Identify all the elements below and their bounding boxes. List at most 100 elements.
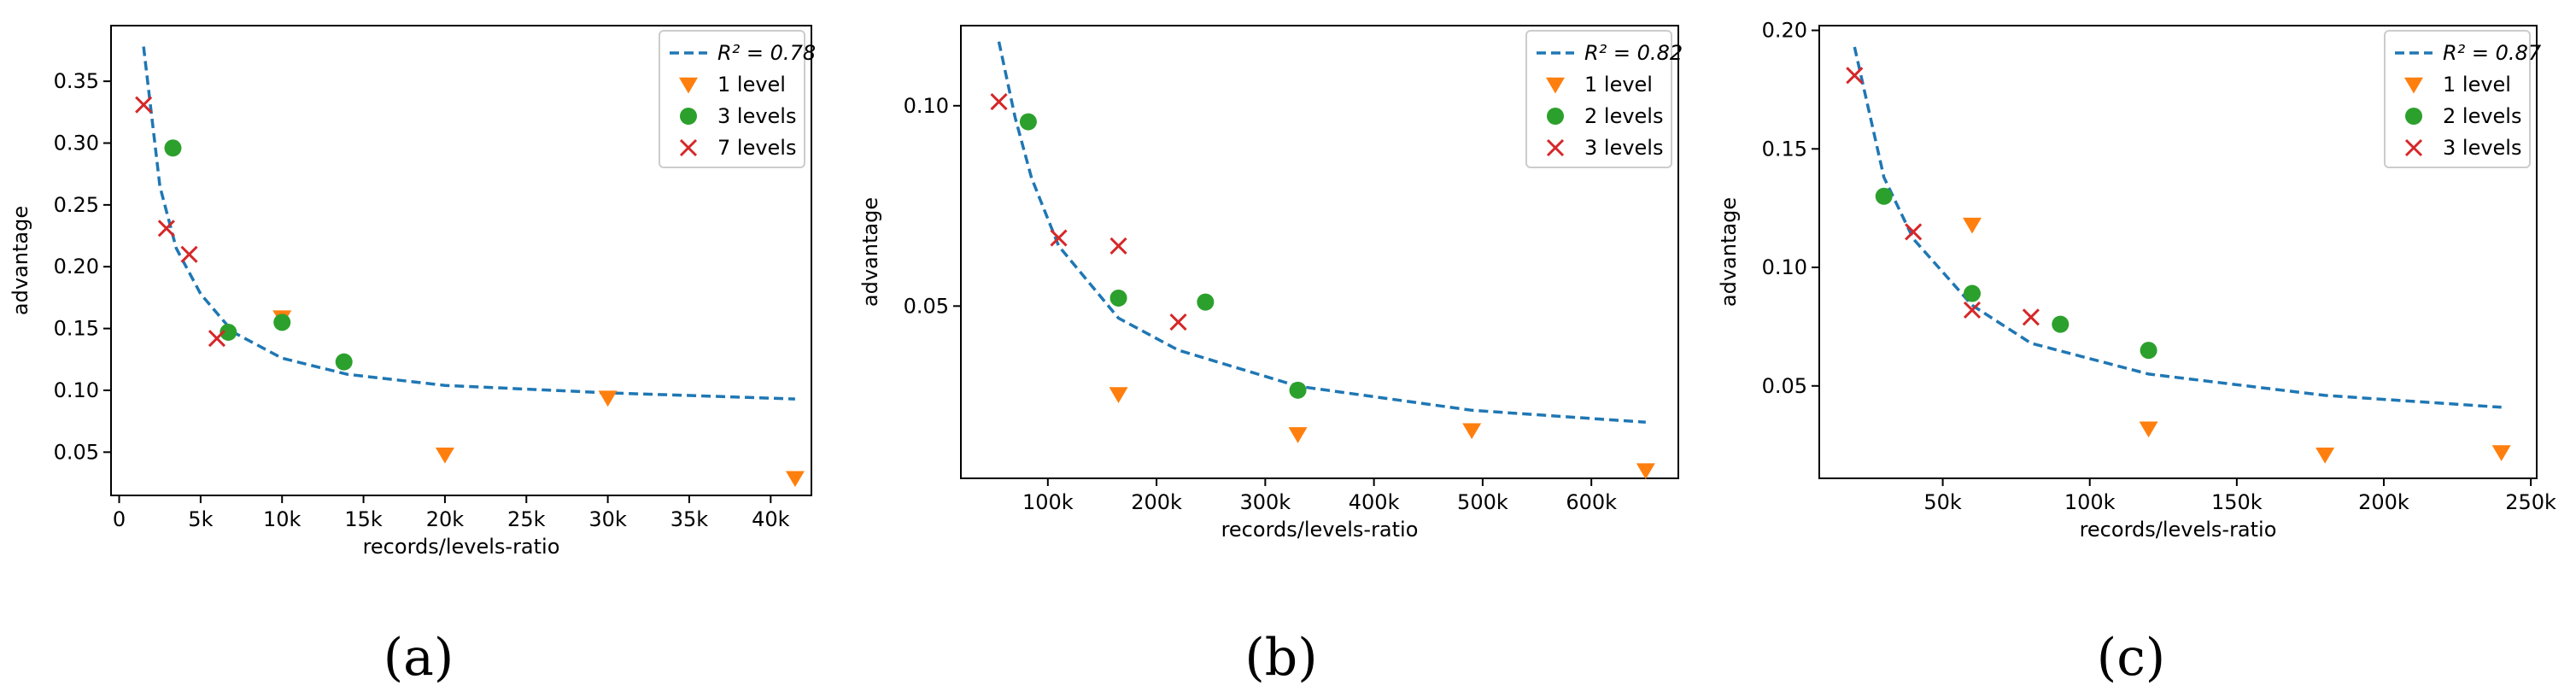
cross-stroke bbox=[1846, 67, 1864, 85]
data-point-cross bbox=[1050, 229, 1068, 247]
panel-label: (c) bbox=[2097, 628, 2165, 688]
series-2-levels bbox=[1875, 187, 2157, 360]
x-tick-label: 35k bbox=[670, 507, 709, 531]
legend-label: 1 level bbox=[2443, 73, 2511, 97]
data-point-circle bbox=[1197, 293, 1215, 311]
legend-swatch-cross bbox=[679, 138, 698, 157]
y-tick-label: 0.35 bbox=[54, 69, 99, 93]
cross-stroke bbox=[990, 93, 1008, 111]
data-point-circle bbox=[2140, 342, 2157, 360]
data-point-circle bbox=[1109, 289, 1127, 307]
x-tick-label: 100k bbox=[1022, 490, 1074, 514]
y-tick-label: 0.20 bbox=[54, 255, 99, 278]
x-tick-label: 200k bbox=[1131, 490, 1182, 514]
data-point-triangle bbox=[435, 447, 454, 464]
cross-stroke bbox=[2022, 308, 2040, 326]
x-tick-label: 15k bbox=[344, 507, 383, 531]
cross-stroke bbox=[1109, 237, 1127, 255]
y-axis-title: advantage bbox=[9, 206, 32, 315]
series-3-levels bbox=[1846, 67, 2040, 326]
panel-label: (a) bbox=[383, 628, 454, 688]
fit-line bbox=[1853, 46, 2502, 409]
legend-label: 2 levels bbox=[2443, 104, 2521, 128]
data-point-circle bbox=[273, 313, 291, 331]
x-tick-label: 50k bbox=[1923, 490, 1962, 514]
x-tick-label: 30k bbox=[588, 507, 627, 531]
data-point-triangle bbox=[1109, 387, 1128, 403]
cross-stroke bbox=[679, 138, 698, 157]
legend-swatch-circle bbox=[2405, 108, 2422, 125]
legend-label: 3 levels bbox=[1584, 136, 1663, 160]
series-1-level bbox=[1963, 217, 2511, 464]
axes-frame bbox=[1818, 25, 2538, 479]
y-tick-label: 0.15 bbox=[54, 317, 99, 341]
series-7-levels bbox=[135, 96, 226, 348]
x-tick-label: 100k bbox=[2064, 490, 2116, 514]
legend-label: 3 levels bbox=[2443, 136, 2521, 160]
y-tick-label: 0.05 bbox=[1762, 374, 1807, 398]
x-tick-label: 150k bbox=[2211, 490, 2263, 514]
data-point-triangle bbox=[598, 390, 618, 407]
cross-stroke bbox=[1963, 301, 1982, 319]
legend: R² = 0.78 1 level 3 levels 7 levels bbox=[659, 30, 816, 168]
data-point-circle bbox=[220, 323, 237, 341]
data-point-circle bbox=[2052, 315, 2070, 333]
data-point-cross bbox=[208, 330, 226, 348]
legend-swatch-triangle bbox=[1546, 77, 1565, 94]
legend-fit-label: R² = 0.78 bbox=[717, 41, 816, 65]
data-point-triangle bbox=[2491, 445, 2511, 461]
cross-stroke bbox=[2404, 138, 2423, 157]
data-point-circle bbox=[1019, 113, 1037, 131]
y-tick-label: 0.10 bbox=[54, 378, 99, 402]
y-axis-title: advantage bbox=[1717, 197, 1741, 307]
x-tick-label: 300k bbox=[1240, 490, 1291, 514]
y-tick-label: 0.20 bbox=[1762, 19, 1807, 43]
y-tick-label: 0.05 bbox=[54, 440, 99, 464]
x-tick-label: 5k bbox=[188, 507, 213, 531]
legend-swatch-triangle bbox=[2404, 77, 2423, 94]
chart-panel-c: 50k 100k 150k 200k 250k 0.05 0.10 0.15 0.20 recor… bbox=[1717, 19, 2556, 688]
legend-frame bbox=[2384, 30, 2531, 168]
x-axis-title: records/levels-ratio bbox=[1221, 518, 1419, 542]
legend-label: 1 level bbox=[717, 73, 786, 97]
data-point-triangle bbox=[1462, 423, 1482, 440]
chart-panel-a: 0 5k 10k 15k 20k 25k 30k 35k 40k 0.05 0.10 0.15 0.20… bbox=[9, 25, 816, 688]
legend: R² = 0.87 1 level 2 levels 3 levels bbox=[2384, 30, 2542, 168]
legend-swatch-circle bbox=[1547, 108, 1564, 125]
data-point-triangle bbox=[1636, 463, 1655, 480]
y-tick-label: 0.30 bbox=[54, 132, 99, 155]
legend-label: 7 levels bbox=[717, 136, 796, 160]
cross-stroke bbox=[208, 330, 226, 348]
cross-stroke bbox=[180, 245, 198, 263]
x-tick-label: 25k bbox=[507, 507, 546, 531]
chart-panel-b: 100k 200k 300k 400k 500k 600k 0.05 0.10 records/… bbox=[858, 25, 1683, 688]
cross-stroke bbox=[1169, 313, 1187, 331]
legend-frame bbox=[1525, 30, 1672, 168]
cross-stroke bbox=[1050, 229, 1068, 247]
axes-frame bbox=[110, 25, 812, 496]
y-tick-label: 0.25 bbox=[54, 193, 99, 217]
legend-swatch-circle bbox=[680, 108, 697, 125]
x-tick-label: 600k bbox=[1566, 490, 1617, 514]
x-axis-title: records/levels-ratio bbox=[2080, 518, 2277, 542]
x-axis-title: records/levels-ratio bbox=[363, 535, 560, 559]
data-point-triangle bbox=[1288, 427, 1308, 443]
data-point-circle bbox=[164, 139, 182, 157]
data-point-cross bbox=[1963, 301, 1982, 319]
fit-line bbox=[142, 46, 795, 401]
legend: R² = 0.82 1 level 2 levels 3 levels bbox=[1525, 30, 1683, 168]
data-point-circle bbox=[1964, 284, 1982, 302]
legend-swatch-cross bbox=[1546, 138, 1565, 157]
legend-fit-label: R² = 0.82 bbox=[1584, 41, 1683, 65]
series-3-levels bbox=[164, 139, 353, 371]
data-point-cross bbox=[135, 96, 153, 114]
axes-frame bbox=[960, 25, 1679, 479]
legend-label: 3 levels bbox=[717, 104, 796, 128]
legend-label: 1 level bbox=[1584, 73, 1653, 97]
x-tick-label: 400k bbox=[1349, 490, 1400, 514]
x-tick-label: 250k bbox=[2505, 490, 2556, 514]
y-tick-label: 0.05 bbox=[904, 294, 949, 318]
legend-swatch-triangle bbox=[679, 77, 698, 94]
data-point-triangle bbox=[1963, 217, 1982, 234]
